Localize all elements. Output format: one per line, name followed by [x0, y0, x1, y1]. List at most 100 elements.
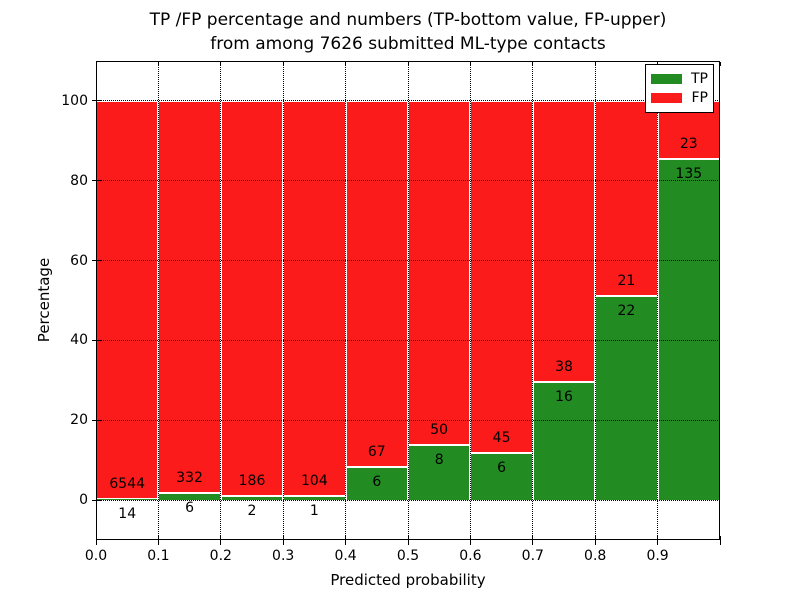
- x-tick: [532, 536, 534, 545]
- legend-tp-swatch-icon: [651, 73, 682, 84]
- bar-tp-count-label: 8: [434, 452, 444, 469]
- chart-title: TP /FP percentage and numbers (TP-bottom…: [96, 8, 720, 56]
- chart-title-line2: from among 7626 submitted ML-type contac…: [210, 34, 606, 54]
- x-tick-label: 0.8: [584, 548, 607, 564]
- x-tick-top: [407, 62, 409, 66]
- bar-tp-count-label: 6: [185, 499, 195, 516]
- bar-fp-segment: [158, 100, 221, 493]
- bar-fp-segment: [283, 100, 346, 497]
- bar-fp-count-label: 38: [555, 358, 573, 375]
- bar-fp-count-label: 67: [367, 444, 386, 461]
- x-tick-label: 0.3: [272, 548, 295, 564]
- bar-tp-segment: [408, 445, 471, 501]
- x-axis-label: Predicted probability: [330, 571, 486, 589]
- y-tick: [92, 499, 101, 501]
- x-tick-top: [282, 62, 284, 66]
- bar-fp-segment: [220, 100, 284, 496]
- legend-entry-fp: FP: [651, 90, 708, 106]
- gridline-horizontal: [96, 499, 720, 501]
- x-tick-label: 0.0: [84, 548, 108, 564]
- x-tick-top: [469, 62, 471, 66]
- legend-fp-swatch-icon: [651, 93, 682, 104]
- bar-tp-count-label: 6: [497, 460, 507, 477]
- y-axis-label: Percentage: [35, 257, 53, 343]
- x-tick: [95, 536, 97, 545]
- gridline-vertical: [345, 61, 347, 540]
- x-tick: [594, 536, 596, 545]
- bar-tp-count-label: 135: [675, 166, 703, 183]
- bar-fp-segment: [595, 100, 658, 296]
- bar-fp-count-label: 23: [679, 136, 698, 153]
- bar-tp-count-label: 16: [555, 388, 573, 405]
- legend-entry-tp: TP: [651, 71, 708, 87]
- x-tick: [657, 536, 659, 545]
- x-tick: [407, 536, 409, 545]
- x-tick-top: [532, 62, 534, 66]
- x-tick-label: 0.9: [646, 548, 669, 564]
- y-tick: [92, 419, 101, 421]
- gridline-vertical: [594, 61, 596, 540]
- gridline-vertical: [532, 61, 534, 540]
- x-tick: [157, 536, 159, 545]
- gridline-vertical: [469, 61, 471, 540]
- gridline-horizontal: [96, 339, 720, 341]
- bar-tp-count-label: 14: [118, 506, 137, 523]
- x-tick-label: 0.7: [521, 548, 544, 564]
- y-tick: [92, 180, 101, 182]
- y-tick-label: 40: [70, 332, 88, 349]
- x-tick-top: [719, 62, 721, 66]
- x-tick: [345, 536, 347, 545]
- bar-tp-count-label: 1: [309, 503, 319, 520]
- bar-tp-count-label: 6: [372, 474, 382, 491]
- y-tick: [92, 339, 101, 341]
- legend-fp-label: FP: [691, 90, 709, 107]
- bar-tp-count-label: 2: [247, 502, 257, 519]
- bar-fp-count-label: 6544: [109, 476, 146, 493]
- x-tick: [719, 536, 721, 545]
- chart-title-line1: TP /FP percentage and numbers (TP-bottom…: [149, 10, 667, 30]
- bar-fp-count-label: 21: [617, 272, 636, 289]
- bar-fp-segment: [470, 100, 533, 454]
- gridline-vertical: [220, 61, 222, 540]
- legend-tp-label: TP: [691, 70, 708, 87]
- gridline-vertical: [157, 61, 159, 540]
- bar-fp-segment: [345, 100, 408, 468]
- x-tick-label: 0.1: [147, 548, 170, 564]
- gridline-horizontal: [96, 419, 720, 421]
- bar-tp-segment: [158, 492, 221, 501]
- gridline-horizontal: [96, 180, 720, 182]
- bar-fp-segment: [96, 100, 159, 500]
- bar-tp-segment: [595, 295, 658, 501]
- bar-fp-count-label: 45: [492, 430, 511, 447]
- y-tick-label: 100: [61, 92, 88, 109]
- gridline-vertical: [657, 61, 659, 540]
- plot-area: 6544 14 332 6 186 2 104 1 67 6 50 8 45 6 38 16 21 22 23 135: [96, 61, 720, 540]
- y-tick: [92, 100, 101, 102]
- x-tick-label: 0.6: [459, 548, 482, 564]
- x-tick: [469, 536, 471, 545]
- x-tick-top: [345, 62, 347, 66]
- bar-tp-segment: [220, 495, 284, 501]
- bar-fp-count-label: 104: [301, 473, 328, 490]
- gridline-vertical: [282, 61, 284, 540]
- y-tick-label: 0: [79, 492, 88, 509]
- bar-fp-count-label: 332: [176, 469, 203, 486]
- x-tick: [220, 536, 222, 545]
- x-tick-label: 0.5: [396, 548, 420, 564]
- bar-tp-segment: [657, 159, 720, 501]
- bar-fp-count-label: 186: [238, 472, 266, 489]
- bar-fp-segment: [532, 100, 596, 382]
- x-tick-label: 0.4: [334, 548, 357, 564]
- x-tick-top: [594, 62, 596, 66]
- bar-tp-count-label: 22: [617, 302, 636, 319]
- y-tick-label: 80: [70, 172, 88, 189]
- gridline-horizontal: [96, 260, 720, 262]
- bar-fp-count-label: 50: [430, 422, 449, 439]
- x-tick-label: 0.2: [209, 548, 232, 564]
- x-tick-top: [220, 62, 222, 66]
- gridline-vertical: [407, 61, 409, 540]
- bar-tp-segment: [470, 453, 533, 501]
- gridline-horizontal: [96, 100, 720, 102]
- x-tick-top: [95, 62, 97, 66]
